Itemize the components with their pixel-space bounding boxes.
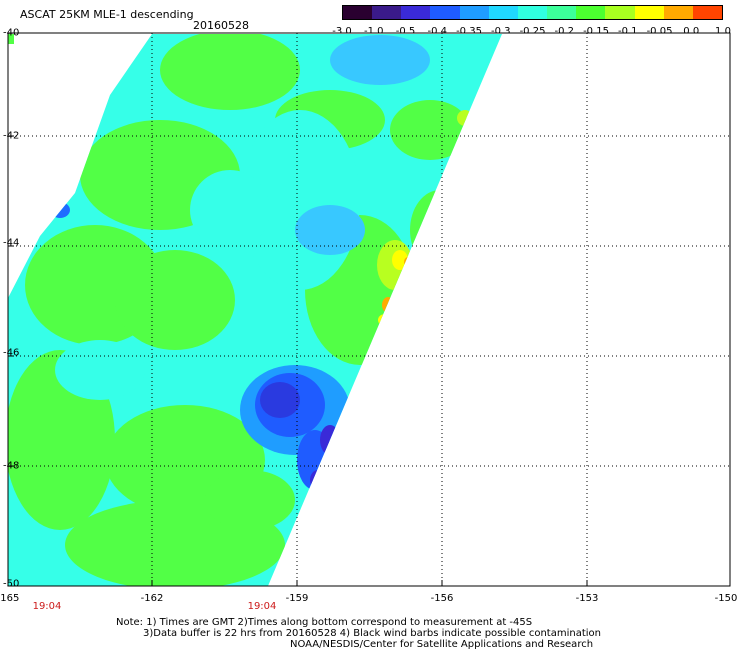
color-scale-label: -0.25	[519, 26, 546, 37]
lat-label: -40	[3, 27, 20, 39]
lon-label: -162	[140, 593, 164, 604]
color-scale-swatch	[634, 6, 664, 19]
footnote-credit: NOAA/NESDIS/Center for Satellite Applica…	[290, 639, 594, 650]
color-scale-label: 0.0	[683, 26, 700, 37]
color-scale-swatch	[517, 6, 548, 19]
color-scale-swatch	[692, 6, 723, 19]
color-scale	[342, 5, 723, 20]
color-scale-swatch	[488, 6, 518, 19]
lon-label: -153	[575, 593, 599, 604]
lat-label: -46	[3, 347, 20, 359]
color-scale-label: -0.2	[554, 26, 575, 37]
footnote-line-1: Note: 1) Times are GMT 2)Times along bot…	[116, 617, 533, 628]
color-scale-label: -0.4	[427, 26, 448, 37]
map-title: ASCAT 25KM MLE-1 descending	[20, 8, 194, 21]
color-scale-label: -0.35	[456, 26, 482, 37]
lat-label: -42	[3, 130, 20, 142]
color-scale-swatch	[401, 6, 431, 19]
lat-label: -48	[3, 460, 20, 472]
time-label: 19:04	[32, 601, 62, 612]
lat-label: -50	[3, 578, 20, 590]
time-label: 19:04	[247, 601, 277, 612]
color-scale-label: -0.1	[617, 26, 638, 37]
color-scale-swatch	[547, 6, 577, 19]
color-scale-swatch	[576, 6, 606, 19]
lon-label: -156	[430, 593, 454, 604]
color-scale-swatch	[372, 6, 402, 19]
lon-label: -150	[714, 593, 738, 604]
lon-label: -159	[285, 593, 309, 604]
color-scale-label: -3.0	[332, 26, 352, 37]
color-scale-swatch	[459, 6, 489, 19]
color-scale-swatch	[430, 6, 460, 19]
color-scale-label: -0.15	[583, 26, 609, 37]
color-scale-label: -0.5	[395, 26, 416, 37]
color-scale-label: -1.0	[363, 26, 384, 37]
lat-label: -44	[3, 237, 20, 249]
graticule	[8, 33, 730, 586]
lon-label: -165	[0, 593, 20, 604]
color-scale-swatch	[605, 6, 635, 19]
color-scale-label: -0.3	[490, 26, 511, 37]
map-date: 20160528	[193, 19, 249, 32]
color-scale-swatch	[343, 6, 373, 19]
color-scale-swatch	[663, 6, 693, 19]
color-scale-label: -0.05	[646, 26, 673, 37]
footnote-line-2: 3)Data buffer is 22 hrs from 20160528 4)…	[143, 628, 601, 639]
color-scale-label: 1.0	[715, 26, 731, 37]
